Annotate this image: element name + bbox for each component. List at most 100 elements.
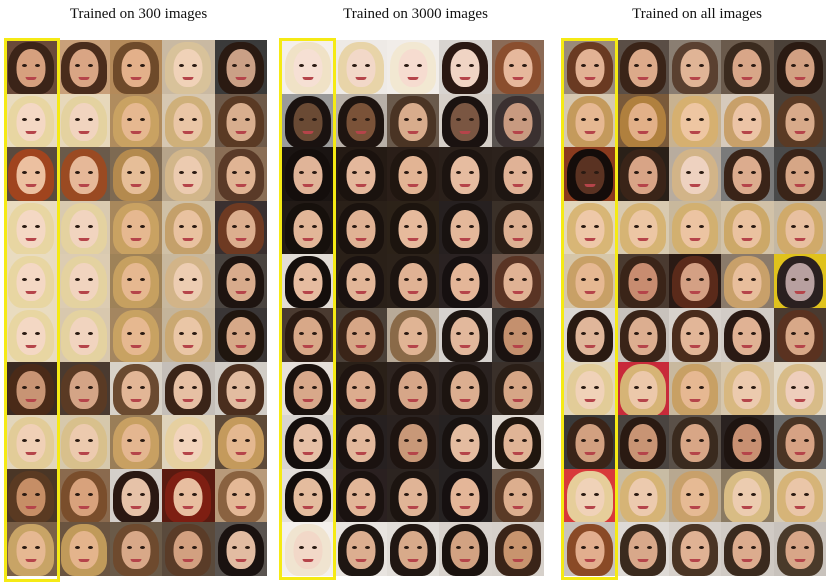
face-thumbnail (386, 307, 440, 362)
face-thumbnail (439, 361, 492, 416)
face-thumbnail (668, 93, 722, 148)
face-thumbnail (162, 200, 215, 255)
face-thumbnail (564, 361, 617, 416)
face-thumbnail (721, 147, 774, 201)
panel-title: Trained on 300 images (69, 6, 208, 22)
face-thumbnail (773, 147, 826, 201)
face-thumbnail (5, 93, 58, 148)
face-thumbnail (214, 468, 267, 523)
face-thumbnail (57, 254, 110, 308)
face-thumbnail (564, 307, 617, 362)
face-thumbnail (564, 522, 617, 576)
panel-all: Trained on all images (561, 0, 830, 582)
face-thumbnail (214, 415, 267, 469)
face-thumbnail (282, 415, 335, 469)
face-thumbnail (334, 147, 387, 201)
face-thumbnail (668, 468, 722, 523)
face-thumbnail (109, 40, 163, 94)
face-thumbnail (721, 40, 774, 94)
face-thumbnail (334, 307, 387, 362)
face-thumbnail (773, 200, 826, 255)
face-thumbnail (57, 415, 110, 469)
face-thumbnail (282, 307, 335, 362)
face-thumbnail (5, 522, 58, 576)
face-thumbnail (334, 468, 387, 523)
face-thumbnail (616, 200, 669, 255)
face-thumbnail (616, 468, 669, 523)
face-thumbnail (386, 147, 440, 201)
face-thumbnail (109, 93, 163, 148)
face-thumbnail (57, 522, 110, 576)
face-thumbnail (282, 40, 335, 94)
face-thumbnail (491, 468, 544, 523)
face-thumbnail (109, 522, 163, 576)
face-thumbnail (386, 361, 440, 416)
face-thumbnail (439, 147, 492, 201)
face-thumbnail (439, 415, 492, 469)
face-thumbnail (109, 361, 163, 416)
face-thumbnail (616, 40, 669, 94)
face-thumbnail (334, 415, 387, 469)
face-thumbnail (57, 93, 110, 148)
face-thumbnail (162, 40, 215, 94)
panel-3000: Trained on 3000 images (279, 0, 549, 582)
face-thumbnail (773, 93, 826, 148)
face-thumbnail (439, 307, 492, 362)
face-thumbnail (282, 200, 335, 255)
face-thumbnail (282, 254, 335, 308)
face-thumbnail (386, 415, 440, 469)
face-thumbnail (57, 361, 110, 416)
face-thumbnail (616, 147, 669, 201)
face-thumbnail (668, 415, 722, 469)
face-thumbnail (334, 93, 387, 148)
face-thumbnail (721, 361, 774, 416)
face-thumbnail (334, 200, 387, 255)
face-thumbnail (162, 522, 215, 576)
face-thumbnail (773, 254, 826, 308)
face-thumbnail (773, 361, 826, 416)
face-thumbnail (57, 200, 110, 255)
face-thumbnail (721, 200, 774, 255)
face-grid (282, 40, 544, 576)
face-thumbnail (668, 307, 722, 362)
face-thumbnail (5, 40, 58, 94)
face-thumbnail (491, 522, 544, 576)
panel-300: Trained on 300 images (4, 0, 272, 582)
face-thumbnail (491, 147, 544, 201)
face-thumbnail (564, 200, 617, 255)
face-thumbnail (491, 93, 544, 148)
face-thumbnail (282, 361, 335, 416)
face-thumbnail (334, 40, 387, 94)
face-thumbnail (386, 93, 440, 148)
face-thumbnail (162, 415, 215, 469)
face-thumbnail (109, 254, 163, 308)
face-thumbnail (282, 93, 335, 148)
face-thumbnail (162, 307, 215, 362)
face-thumbnail (109, 307, 163, 362)
face-thumbnail (668, 40, 722, 94)
face-thumbnail (564, 415, 617, 469)
face-thumbnail (616, 415, 669, 469)
face-thumbnail (773, 415, 826, 469)
face-thumbnail (491, 307, 544, 362)
face-thumbnail (668, 522, 722, 576)
face-thumbnail (282, 522, 335, 576)
face-thumbnail (5, 468, 58, 523)
face-thumbnail (668, 254, 722, 308)
face-thumbnail (616, 522, 669, 576)
face-thumbnail (162, 93, 215, 148)
face-thumbnail (491, 200, 544, 255)
face-thumbnail (214, 147, 267, 201)
face-thumbnail (57, 307, 110, 362)
face-thumbnail (439, 522, 492, 576)
face-thumbnail (668, 147, 722, 201)
face-thumbnail (57, 40, 110, 94)
face-thumbnail (439, 468, 492, 523)
face-thumbnail (5, 254, 58, 308)
face-thumbnail (5, 147, 58, 201)
face-thumbnail (721, 468, 774, 523)
face-thumbnail (439, 93, 492, 148)
face-thumbnail (564, 468, 617, 523)
face-thumbnail (491, 40, 544, 94)
face-thumbnail (109, 200, 163, 255)
